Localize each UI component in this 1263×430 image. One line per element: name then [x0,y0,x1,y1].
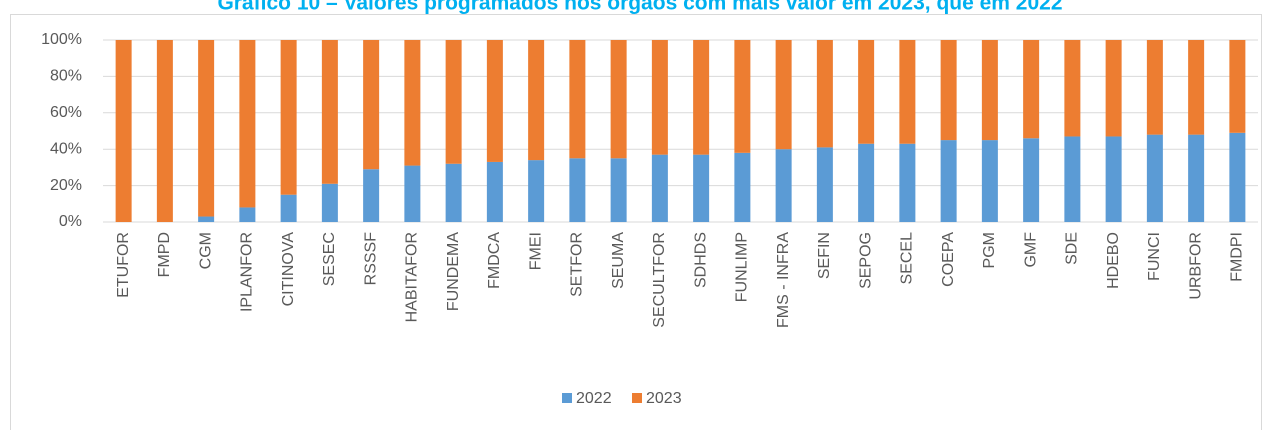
bar-segment [1023,138,1040,222]
x-tick-label: FUNCI [1146,232,1163,281]
bar-segment [1229,40,1246,133]
bar-segment [816,40,833,148]
bar-segment [1105,136,1122,222]
x-tick-label: SESEC [321,232,338,286]
bar-segment [1105,40,1122,137]
bar-segment [651,154,668,222]
x-tick-label: FMEI [527,232,544,270]
bar-segment [239,207,256,222]
x-tick-label: CITINOVA [280,232,297,307]
bar-segment [404,40,421,166]
x-tick-label: FMDCA [486,232,503,289]
y-tick-label: 100% [41,31,82,48]
bar-segment [1064,136,1081,222]
y-tick-label: 0% [59,213,82,230]
bar-segment [693,40,710,155]
bar-segment [363,169,380,222]
x-tick-label: SEPOG [857,232,874,289]
x-tick-label: FUNDEMA [445,232,462,311]
y-tick-label: 60% [50,104,82,121]
legend-swatch [562,393,572,403]
x-tick-label: HABITAFOR [404,232,421,322]
x-tick-label: ETUFOR [115,232,132,298]
x-tick-label: FUNLIMP [734,232,751,302]
bar-segment [445,163,462,222]
x-tick-label: CGM [197,232,214,269]
bar-segment [981,40,998,141]
bar-segment [198,40,215,217]
bar-segment [775,149,792,222]
x-tick-label: FMS - INFRA [775,232,792,328]
bar-segment [486,161,503,222]
x-tick-label: GMF [1022,232,1039,268]
bar-segment [610,40,627,159]
bar-segment [115,40,132,222]
bar-segment [858,143,875,222]
bar-segment [569,158,586,222]
bar-segment [445,40,462,164]
bar-segment [528,40,545,161]
bar-segment [321,183,338,222]
x-tick-label: URBFOR [1187,232,1204,300]
bar-segment [1146,134,1163,222]
x-tick-label: HDEBO [1105,232,1122,289]
chart-frame [10,14,1262,430]
bar-segment [693,154,710,222]
x-tick-label: FMDPI [1229,232,1246,282]
x-tick-label: SDHDS [692,232,709,288]
bar-segment [156,40,173,222]
x-tick-label: SDE [1064,232,1081,265]
x-tick-label: PGM [981,232,998,268]
bar-segment [1229,132,1246,222]
bar-segment [1188,134,1205,222]
bar-segment [1146,40,1163,135]
bar-segment [1023,40,1040,139]
y-tick-label: 40% [50,140,82,157]
bar-segment [858,40,875,144]
x-tick-label: SECULTFOR [651,232,668,328]
legend-swatch [632,393,642,403]
bar-segment [404,165,421,222]
bar-segment [280,194,297,222]
bar-segment [569,40,586,159]
bar-segment [198,216,215,222]
bar-segment [899,143,916,222]
x-tick-label: SEUMA [610,232,627,289]
x-tick-label: SECEL [899,232,916,285]
bar-segment [940,40,957,141]
x-tick-label: SEFIN [816,232,833,279]
bar-segment [239,40,256,208]
bar-segment [899,40,916,144]
bar-segment [610,158,627,222]
bar-segment [734,40,751,153]
bar-segment [363,40,380,170]
x-tick-label: COEPA [940,232,957,287]
bar-segment [775,40,792,150]
bar-segment [816,147,833,222]
bar-segment [981,140,998,222]
chart-title: Gráfico 10 – Valores programados nos órg… [217,0,1062,15]
bar-segment [1188,40,1205,135]
x-tick-label: SETFOR [569,232,586,297]
x-tick-label: RSSSF [362,232,379,286]
bar-segment [734,152,751,222]
legend-label: 2022 [576,390,612,407]
bar-segment [280,40,297,195]
bar-segment [321,40,338,184]
y-tick-label: 80% [50,68,82,85]
x-tick-label: IPLANFOR [239,232,256,312]
bar-segment [940,140,957,222]
legend-label: 2023 [646,390,682,407]
x-tick-label: FMPD [156,232,173,277]
bar-segment [1064,40,1081,137]
bar-segment [528,160,545,222]
bar-segment [651,40,668,155]
y-tick-label: 20% [50,177,82,194]
bar-segment [486,40,503,162]
